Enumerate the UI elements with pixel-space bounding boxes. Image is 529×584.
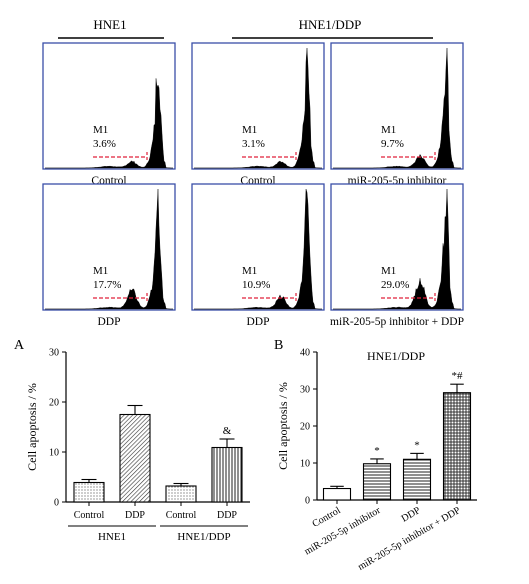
group-header-hne1ddp-label: HNE1/DDP — [299, 17, 362, 32]
histogram-trace — [194, 47, 322, 169]
gate-percent: 10.9% — [242, 279, 270, 291]
x-tick-label-2: miR-205-5p inhibitor — [303, 505, 383, 558]
y-tick-label: 20 — [49, 398, 59, 409]
gate-percent: 17.7% — [93, 279, 121, 291]
group-header-hne1-label: HNE1 — [93, 17, 126, 32]
bar-2 — [119, 413, 151, 503]
histogram-trace — [45, 188, 173, 310]
bar-3 — [165, 485, 197, 503]
group-label-1: HNE1 — [98, 531, 126, 543]
histogram-caption: miR-205-5p inhibitor + DDP — [330, 316, 464, 328]
bar-4 — [211, 446, 243, 503]
histogram-panel-6: M1 29.0% miR-205-5p inhibitor + DDP — [330, 183, 464, 328]
y-tick-label: 30 — [49, 348, 59, 359]
histogram-trace — [45, 78, 173, 169]
chart-b-title: HNE1/DDP — [367, 349, 425, 363]
gate-percent: 3.6% — [93, 138, 116, 150]
x-tick-label-4: DDP — [217, 510, 237, 521]
bar-2 — [362, 463, 392, 501]
y-axis-label: Cell apoptosis / % — [25, 383, 39, 471]
bar-3 — [402, 458, 432, 501]
x-tick-label-1: Control — [311, 505, 343, 530]
group-label-2: HNE1/DDP — [177, 531, 230, 543]
histogram-panel-1: M13.6%Control — [42, 42, 176, 187]
histogram-caption: DDP — [246, 316, 269, 328]
gate-label: M1 — [381, 265, 396, 277]
y-tick-label: 10 — [49, 448, 59, 459]
flow-histograms: M13.6%ControlM13.1%ControlM19.7%miR-205-… — [42, 42, 464, 328]
x-tick-label-3: DDP — [400, 505, 423, 525]
group-header-hne1ddp: HNE1/DDP — [232, 17, 433, 39]
y-tick-label: 40 — [300, 348, 310, 359]
histogram-trace — [333, 47, 461, 169]
y-tick-label: 30 — [300, 385, 310, 396]
y-tick-label: 20 — [300, 422, 310, 433]
x-tick-label-3: Control — [166, 510, 197, 521]
gate-label: M1 — [381, 124, 396, 136]
histogram-panel-3: M19.7%miR-205-5p inhibitor — [330, 42, 464, 187]
bar-1 — [322, 487, 352, 501]
y-axis-label: Cell apoptosis / % — [276, 382, 290, 470]
gate-percent: 29.0% — [381, 279, 409, 291]
significance-mark-2: * — [374, 445, 380, 457]
gate-label: M1 — [242, 124, 257, 136]
bar-4 — [442, 392, 472, 501]
histogram-trace — [194, 188, 322, 310]
histogram-trace — [333, 188, 461, 310]
significance-mark-3: * — [414, 439, 420, 451]
y-tick-label: 0 — [305, 496, 310, 507]
y-tick-label: 10 — [300, 459, 310, 470]
histogram-caption: DDP — [97, 316, 120, 328]
gate-label: M1 — [242, 265, 257, 277]
x-tick-label-2: DDP — [125, 510, 145, 521]
x-tick-label-1: Control — [74, 510, 105, 521]
bar-1 — [73, 481, 105, 503]
y-tick-label: 0 — [54, 498, 59, 509]
significance-mark-4: & — [223, 425, 232, 437]
group-header-hne1: HNE1 — [58, 17, 164, 39]
gate-label: M1 — [93, 124, 108, 136]
chart-a: 0 10 20 30 Cell apoptosis / % Control DDP Contr… — [25, 348, 250, 543]
histogram-panel-2: M13.1%Control — [191, 42, 325, 187]
gate-percent: 3.1% — [242, 138, 265, 150]
gate-percent: 9.7% — [381, 138, 404, 150]
histogram-panel-5: M1 10.9% DDP — [191, 183, 325, 328]
chart-b: 0 10 20 30 40 Cell apoptosis / % Control * miR-2… — [276, 348, 477, 573]
histogram-panel-4: M1 17.7% DDP — [42, 183, 176, 328]
panel-a-letter: A — [14, 338, 25, 353]
significance-mark-4: *# — [452, 370, 464, 382]
gate-label: M1 — [93, 265, 108, 277]
panel-b-letter: B — [274, 338, 283, 353]
